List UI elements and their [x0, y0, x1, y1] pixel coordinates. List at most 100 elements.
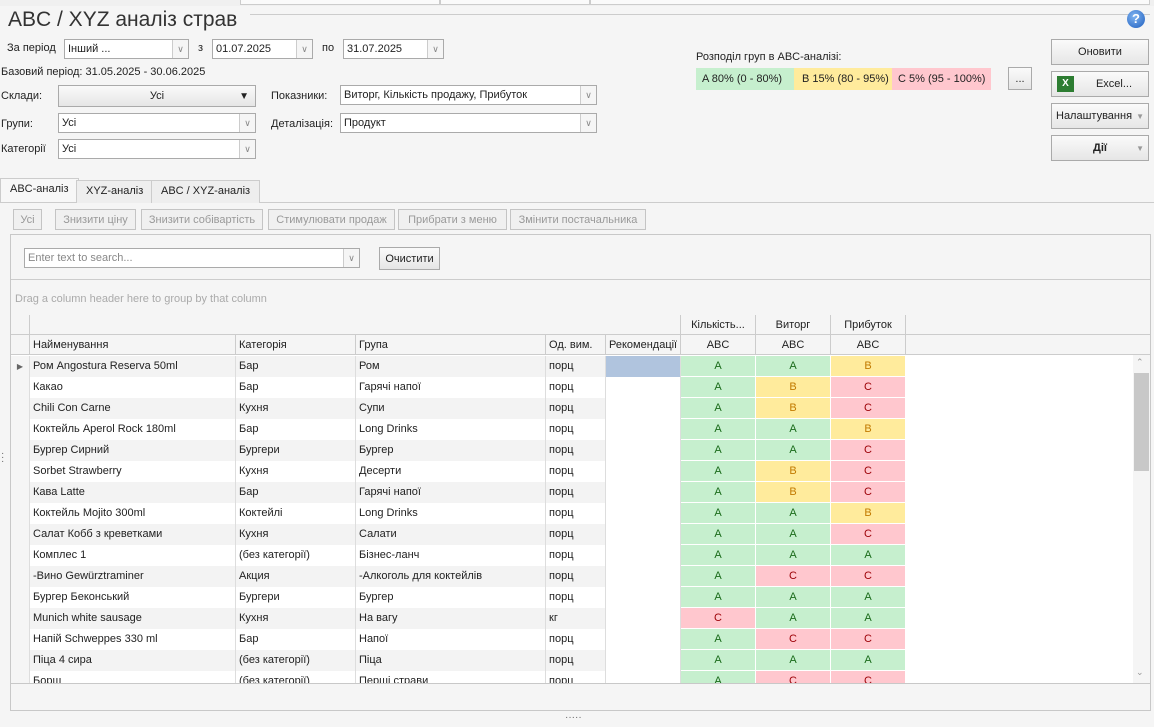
scrollbar-thumb[interactable] [1134, 373, 1149, 471]
group-cell: Перші страви [356, 671, 546, 683]
chevron-down-icon[interactable]: ∨ [296, 40, 312, 58]
column-header-name[interactable]: Найменування [30, 335, 236, 355]
group-cell: Салати [356, 524, 546, 545]
name-cell: Ром Angostura Reserva 50ml [30, 356, 236, 377]
indicators-value: Виторг, Кількість продажу, Прибуток [344, 89, 528, 101]
tab-abc[interactable]: ABC-аналіз [0, 178, 79, 202]
scroll-down-icon[interactable]: ⌄ [1136, 667, 1144, 677]
tab-abc-xyz[interactable]: ABC / XYZ-аналіз [151, 180, 261, 203]
column-header-unit[interactable]: Од. вим. [546, 335, 606, 355]
chevron-down-icon[interactable]: ∨ [239, 140, 255, 158]
recommendation-cell [606, 671, 681, 683]
vertical-scrollbar[interactable]: ⌃ ⌄ [1133, 355, 1150, 683]
qty-abc-cell: A [681, 545, 756, 566]
filter-button[interactable]: Стимулювати продаж [268, 209, 395, 230]
chevron-down-icon[interactable]: ∨ [239, 114, 255, 132]
profit-abc-cell: C [831, 671, 906, 683]
detail-label: Деталізація: [271, 118, 334, 130]
category-cell: Бургери [236, 440, 356, 461]
header-indicator[interactable] [11, 315, 30, 335]
column-header-abc[interactable]: ABC [831, 335, 906, 355]
groups-select[interactable]: Усі ∨ [58, 113, 256, 133]
profit-abc-cell: C [831, 524, 906, 545]
column-header-indicator[interactable] [11, 335, 30, 355]
chevron-down-icon[interactable]: ∨ [343, 249, 359, 267]
profit-abc-cell: B [831, 356, 906, 377]
category-cell: Кухня [236, 398, 356, 419]
profit-abc-cell: C [831, 566, 906, 587]
refresh-button[interactable]: Оновити [1051, 39, 1149, 65]
settings-button[interactable]: Налаштування ▼ [1051, 103, 1149, 129]
column-header-category[interactable]: Категорія [236, 335, 356, 355]
column-header-abc[interactable]: ABC [681, 335, 756, 355]
search-input[interactable]: Enter text to search... ∨ [24, 248, 360, 268]
row-indicator [11, 440, 30, 461]
category-cell: Коктейлі [236, 503, 356, 524]
revenue-abc-cell: A [756, 650, 831, 671]
qty-abc-cell: A [681, 650, 756, 671]
chevron-down-icon[interactable]: ∨ [172, 40, 188, 58]
column-header-revenue[interactable]: Виторг [756, 315, 831, 335]
category-cell: Кухня [236, 524, 356, 545]
categories-select[interactable]: Усі ∨ [58, 139, 256, 159]
name-cell: Коктейль Aperol Rock 180ml [30, 419, 236, 440]
category-cell: Акция [236, 566, 356, 587]
category-cell: Кухня [236, 608, 356, 629]
clear-search-button[interactable]: Очистити [379, 247, 440, 270]
help-icon[interactable]: ? [1127, 10, 1145, 28]
filter-button[interactable]: Прибрати з меню [398, 209, 507, 230]
splitter-handle[interactable]: · · · [1, 448, 5, 467]
recommendation-cell [606, 587, 681, 608]
profit-abc-cell: C [831, 482, 906, 503]
abc-groups-edit-button[interactable]: ... [1008, 67, 1032, 90]
qty-abc-cell: A [681, 461, 756, 482]
group-cell: Бізнес-ланч [356, 545, 546, 566]
header-band-empty[interactable] [30, 315, 681, 335]
column-header-profit[interactable]: Прибуток [831, 315, 906, 335]
filter-button[interactable]: Знизити собівартість [141, 209, 263, 230]
column-header-recommendations[interactable]: Рекомендації [606, 335, 681, 355]
chevron-down-icon[interactable]: ∨ [427, 40, 443, 58]
indicators-select[interactable]: Виторг, Кількість продажу, Прибуток ∨ [340, 85, 597, 105]
warehouses-dropdown[interactable]: Усі ▼ [58, 85, 256, 107]
column-header-group[interactable]: Група [356, 335, 546, 355]
profit-abc-cell: C [831, 377, 906, 398]
column-header-abc[interactable]: ABC [756, 335, 831, 355]
filter-button[interactable]: Змінити постачальника [510, 209, 646, 230]
from-label: з [198, 42, 204, 54]
group-cell: На вагу [356, 608, 546, 629]
unit-cell: порц [546, 524, 606, 545]
scroll-up-icon[interactable]: ⌃ [1136, 357, 1144, 367]
qty-abc-cell: A [681, 440, 756, 461]
recommendation-cell [606, 545, 681, 566]
excel-button[interactable]: X Excel... [1051, 71, 1149, 97]
date-to-input[interactable]: 31.07.2025 ∨ [343, 39, 444, 59]
group-cell: Бургер [356, 587, 546, 608]
column-header-qty[interactable]: Кількість... [681, 315, 756, 335]
header-band-empty[interactable] [906, 315, 1150, 335]
unit-cell: порц [546, 440, 606, 461]
period-value: Інший ... [68, 43, 111, 55]
header-empty[interactable] [906, 335, 1150, 355]
triangle-down-icon: ▼ [1136, 111, 1144, 121]
revenue-abc-cell: A [756, 356, 831, 377]
row-indicator [11, 482, 30, 503]
period-select[interactable]: Інший ... ∨ [64, 39, 189, 59]
recommendation-cell [606, 419, 681, 440]
group-cell: Супи [356, 398, 546, 419]
filter-button[interactable]: Знизити ціну [55, 209, 136, 230]
actions-button[interactable]: Дії ▼ [1051, 135, 1149, 161]
chevron-down-icon[interactable]: ∨ [580, 114, 596, 132]
revenue-abc-cell: A [756, 545, 831, 566]
filter-button[interactable]: Усі [13, 209, 42, 230]
splitter-handle-bottom[interactable]: ····· [565, 712, 582, 723]
actions-label: Дії [1093, 142, 1107, 154]
chevron-down-icon[interactable]: ∨ [580, 86, 596, 104]
name-cell: Sorbet Strawberry [30, 461, 236, 482]
name-cell: Chili Con Carne [30, 398, 236, 419]
detail-select[interactable]: Продукт ∨ [340, 113, 597, 133]
unit-cell: порц [546, 503, 606, 524]
date-from-input[interactable]: 01.07.2025 ∨ [212, 39, 313, 59]
tab-xyz[interactable]: XYZ-аналіз [76, 180, 154, 203]
profit-abc-cell: C [831, 440, 906, 461]
